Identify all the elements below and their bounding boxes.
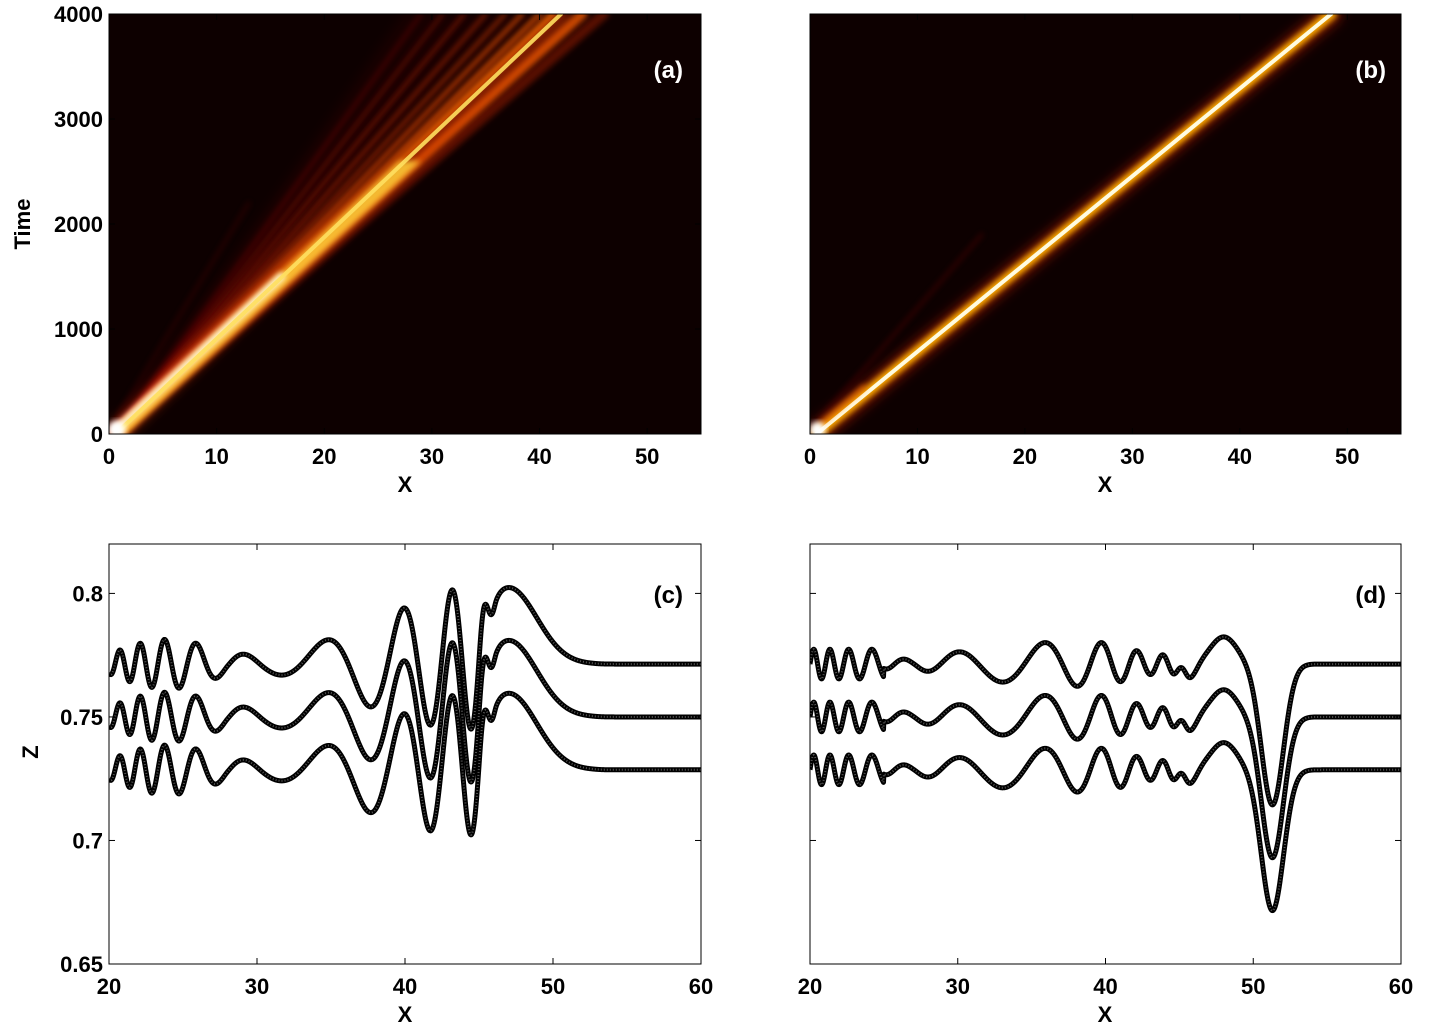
y-tick-label: 0.75	[60, 705, 103, 730]
heat-ghost	[118, 201, 251, 415]
heatmap-b-content	[810, 14, 1342, 434]
x-tick-label: 10	[905, 444, 929, 469]
x-tick-label: 60	[689, 974, 713, 999]
series-line-texture	[109, 639, 701, 783]
series-line-texture	[810, 741, 1401, 912]
x-axis-label-b: X	[1098, 472, 1113, 497]
lines-d	[810, 634, 1401, 914]
y-ticks-a: 0 1000 2000 3000 4000	[54, 2, 701, 447]
x-axis-label-c: X	[398, 1002, 413, 1027]
panel-label-c: (c)	[654, 582, 683, 609]
heatmap-a-content	[109, 14, 610, 434]
x-tick-label: 50	[1241, 974, 1265, 999]
heat-ridge-center	[814, 14, 1334, 434]
heat-ghost-2	[818, 384, 867, 426]
y-tick-label: 1000	[54, 317, 103, 342]
y-ticks-c: 0.65 0.7 0.75 0.8	[60, 581, 701, 977]
plot-area-c	[109, 544, 701, 964]
x-tick-label: 40	[1228, 444, 1252, 469]
x-tick-label: 20	[312, 444, 336, 469]
y-tick-label: 2000	[54, 212, 103, 237]
x-axis-label-a: X	[398, 472, 413, 497]
x-tick-label: 30	[420, 444, 444, 469]
panel-label-d: (d)	[1355, 582, 1386, 609]
y-tick-label: 4000	[54, 2, 103, 27]
panel-label-a: (a)	[654, 57, 683, 84]
x-ticks-a: 0 10 20 30 40 50	[103, 14, 659, 469]
heat-ridge-center	[113, 14, 564, 434]
x-tick-label: 50	[1335, 444, 1359, 469]
y-axis-label-a: Time	[10, 199, 35, 250]
x-tick-label: 40	[527, 444, 551, 469]
x-tick-label: 20	[798, 974, 822, 999]
panel-c: 20 30 40 50 60 0.65 0.7 0.75 0.8 (c) X Z	[18, 543, 713, 1027]
x-axis-label-d: X	[1098, 1002, 1113, 1027]
x-ticks-d: 20 30 40 50 60	[798, 544, 1413, 999]
heatmap-a	[109, 14, 610, 434]
series-line-texture	[109, 586, 701, 731]
x-tick-label: 20	[1013, 444, 1037, 469]
y-tick-label: 0	[91, 422, 103, 447]
y-ticks-d	[810, 592, 1401, 841]
series-line-texture	[810, 635, 1401, 806]
heat-origin	[109, 420, 126, 434]
x-tick-label: 30	[946, 974, 970, 999]
y-tick-label: 0.8	[72, 581, 103, 606]
series-line-texture	[109, 692, 701, 836]
series-line-texture	[810, 688, 1401, 859]
x-tick-label: 60	[1389, 974, 1413, 999]
x-tick-label: 50	[635, 444, 659, 469]
panel-b: 0 10 20 30 40 50 (b) X	[804, 13, 1402, 497]
panel-a: 0 10 20 30 40 50 0 1000 2000 3000 4000 (a) X Time	[10, 2, 702, 497]
panel-d: 20 30 40 50 60 (d) X	[798, 543, 1413, 1027]
x-tick-label: 30	[1120, 444, 1144, 469]
heatmap-b	[810, 14, 1342, 434]
y-tick-label: 3000	[54, 107, 103, 132]
y-tick-label: 0.65	[60, 952, 103, 977]
heat-fringe	[113, 14, 445, 434]
x-tick-label: 10	[204, 444, 228, 469]
y-axis-label-c: Z	[18, 745, 43, 758]
x-tick-label: 40	[1093, 974, 1117, 999]
heat-origin	[810, 421, 826, 434]
x-tick-label: 30	[245, 974, 269, 999]
x-tick-label: 0	[804, 444, 816, 469]
y-tick-label: 0.7	[72, 828, 103, 853]
x-tick-label: 50	[541, 974, 565, 999]
heat-ghost	[819, 233, 984, 420]
x-tick-label: 20	[97, 974, 121, 999]
heat-fringe	[113, 14, 423, 434]
panel-label-b: (b)	[1355, 57, 1386, 84]
axes-frame-b	[809, 13, 1402, 435]
x-ticks-b: 0 10 20 30 40 50	[804, 14, 1360, 469]
x-ticks-c: 20 30 40 50 60	[97, 544, 713, 999]
heat-fringe	[113, 14, 466, 434]
x-tick-label: 0	[103, 444, 115, 469]
x-tick-label: 40	[393, 974, 417, 999]
lines-c	[109, 585, 701, 838]
